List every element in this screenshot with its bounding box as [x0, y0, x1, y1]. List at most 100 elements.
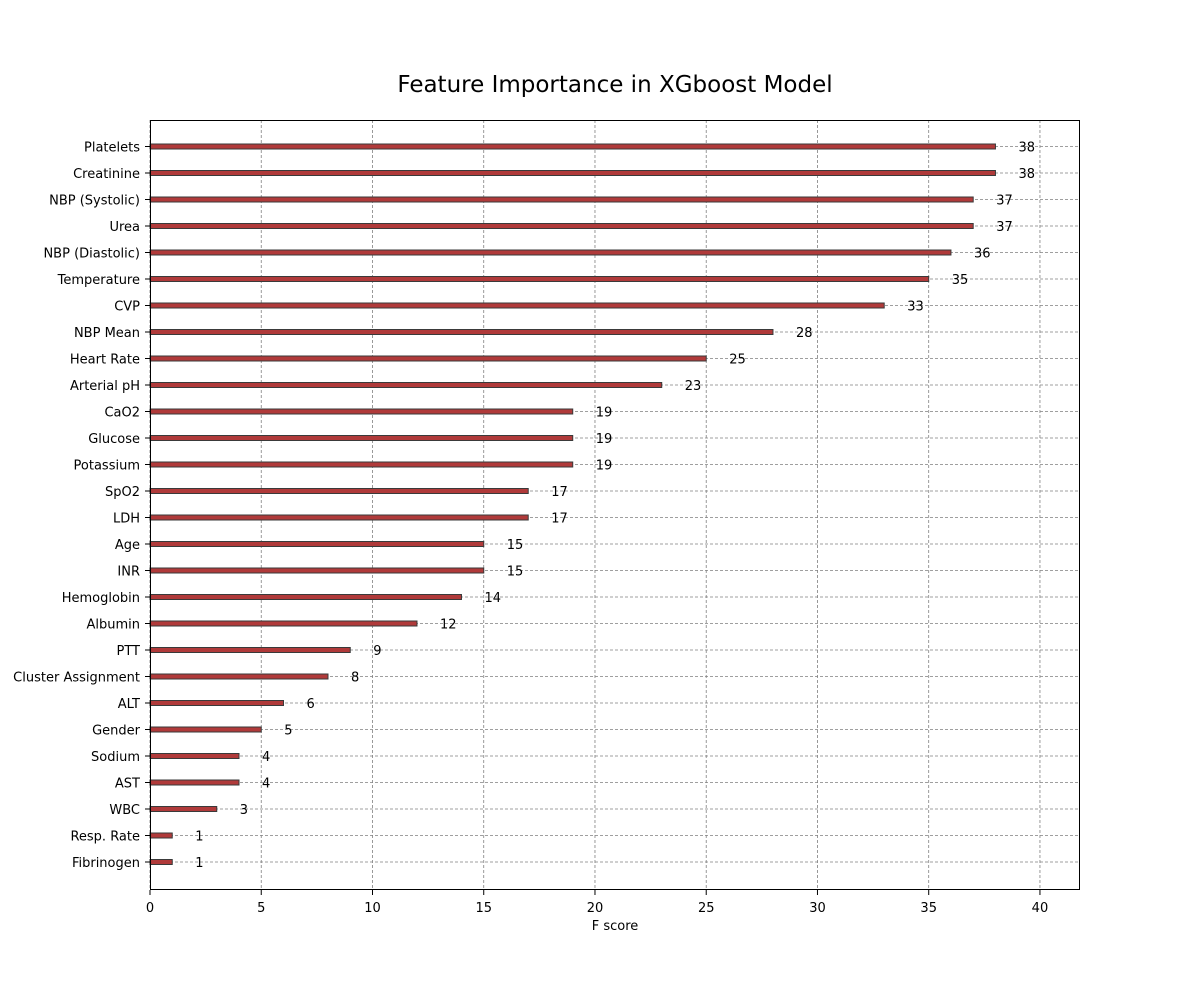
bar-value-label: 15: [507, 538, 524, 553]
plot-frame: [150, 120, 1080, 890]
bar-value-label: 4: [262, 777, 270, 792]
bar: [149, 514, 529, 521]
bar-value-label: 14: [484, 591, 501, 606]
category-label: NBP (Diastolic): [43, 247, 140, 262]
x-axis-label: F score: [592, 919, 639, 934]
category-label: CVP: [114, 300, 140, 315]
bar-value-label: 17: [551, 485, 568, 500]
bars: [149, 143, 996, 865]
category-label: Albumin: [86, 618, 140, 633]
bar-value-label: 8: [351, 671, 359, 686]
category-label: INR: [117, 565, 140, 580]
bar-value-label: 4: [262, 750, 270, 765]
category-label: WBC: [109, 803, 140, 818]
category-label: SpO2: [105, 485, 140, 500]
x-tick-label: 10: [364, 901, 381, 916]
x-tick-label: 25: [698, 901, 715, 916]
bar: [149, 302, 885, 309]
x-tick-label: 20: [587, 901, 604, 916]
bar: [149, 779, 240, 786]
bar-value-label: 9: [373, 644, 381, 659]
bar: [149, 170, 996, 176]
category-label: LDH: [113, 512, 140, 527]
bar-value-label: 1: [195, 856, 203, 871]
bar-value-label: 23: [685, 379, 702, 394]
x-tick-label: 0: [146, 901, 154, 916]
category-label: Temperature: [57, 273, 140, 288]
category-label: Platelets: [84, 141, 140, 156]
bar-value-label: 35: [952, 273, 969, 288]
bar: [149, 276, 930, 282]
category-labels: Platelets Creatinine NBP (Systolic) Urea NBP…: [13, 141, 150, 871]
bar-value-label: 37: [996, 220, 1013, 235]
category-label: Age: [115, 538, 140, 553]
x-tick-label: 30: [809, 901, 826, 916]
bar: [149, 355, 707, 362]
bar-value-label: 25: [729, 353, 746, 368]
category-label: NBP (Systolic): [49, 194, 140, 209]
bar: [149, 567, 485, 574]
bar: [149, 726, 262, 733]
x-axis-ticks: 0 5 10 15 20 25 30 35 40: [146, 890, 1048, 916]
x-tick-label: 15: [475, 901, 492, 916]
category-label: PTT: [117, 644, 141, 659]
bar: [149, 647, 351, 653]
category-label: Arterial pH: [70, 379, 140, 394]
category-label: Potassium: [74, 459, 140, 474]
bar: [149, 700, 284, 706]
grid-layer: [149, 120, 1080, 890]
category-label: AST: [115, 777, 140, 792]
x-tick-label: 5: [257, 901, 265, 916]
bar-value-label: 1: [195, 830, 203, 845]
bar-value-label: 33: [907, 300, 924, 315]
bar-value-label: 19: [596, 406, 613, 421]
bar-value-label: 37: [996, 194, 1013, 209]
bar: [149, 461, 574, 468]
bar: [149, 488, 529, 494]
bar-value-label: 19: [596, 432, 613, 447]
category-label: Creatinine: [73, 167, 140, 182]
bar-value-label: 28: [796, 326, 813, 341]
category-label: Resp. Rate: [70, 830, 140, 845]
bar: [149, 249, 952, 256]
category-label: Urea: [109, 220, 140, 235]
bar: [149, 594, 462, 600]
bar: [149, 673, 329, 680]
bar-value-labels: 3838373736353328252319191917171515141298…: [195, 141, 1035, 872]
bar-value-label: 38: [1018, 167, 1035, 182]
bar: [149, 832, 173, 839]
x-tick-label: 40: [1032, 901, 1049, 916]
bar-value-label: 3: [240, 803, 248, 818]
bar: [149, 620, 418, 627]
category-label: Hemoglobin: [62, 591, 140, 606]
category-label: Heart Rate: [70, 353, 140, 368]
bar: [149, 196, 974, 203]
bar: [149, 408, 574, 415]
bar: [149, 753, 240, 759]
bar: [149, 806, 218, 812]
category-label: Sodium: [91, 750, 140, 765]
bar: [149, 435, 574, 441]
bar-value-label: 38: [1018, 141, 1035, 156]
bar-value-label: 19: [596, 459, 613, 474]
category-label: Cluster Assignment: [13, 671, 140, 686]
bar: [149, 859, 173, 865]
bar: [149, 143, 996, 150]
bar-value-label: 12: [440, 618, 457, 633]
category-label: Gender: [92, 724, 141, 739]
bar: [149, 329, 774, 335]
bar-value-label: 17: [551, 512, 568, 527]
bar-value-label: 5: [284, 724, 292, 739]
category-label: NBP Mean: [74, 326, 140, 341]
bar: [149, 382, 663, 388]
bar-value-label: 36: [974, 247, 991, 262]
category-label: Fibrinogen: [72, 856, 140, 871]
bar-value-label: 15: [507, 565, 524, 580]
bar-value-label: 6: [306, 697, 314, 712]
bar: [149, 541, 485, 547]
category-label: ALT: [118, 697, 140, 712]
category-label: CaO2: [104, 406, 140, 421]
chart-title: Feature Importance in XGboost Model: [397, 72, 832, 98]
x-tick-label: 35: [920, 901, 937, 916]
